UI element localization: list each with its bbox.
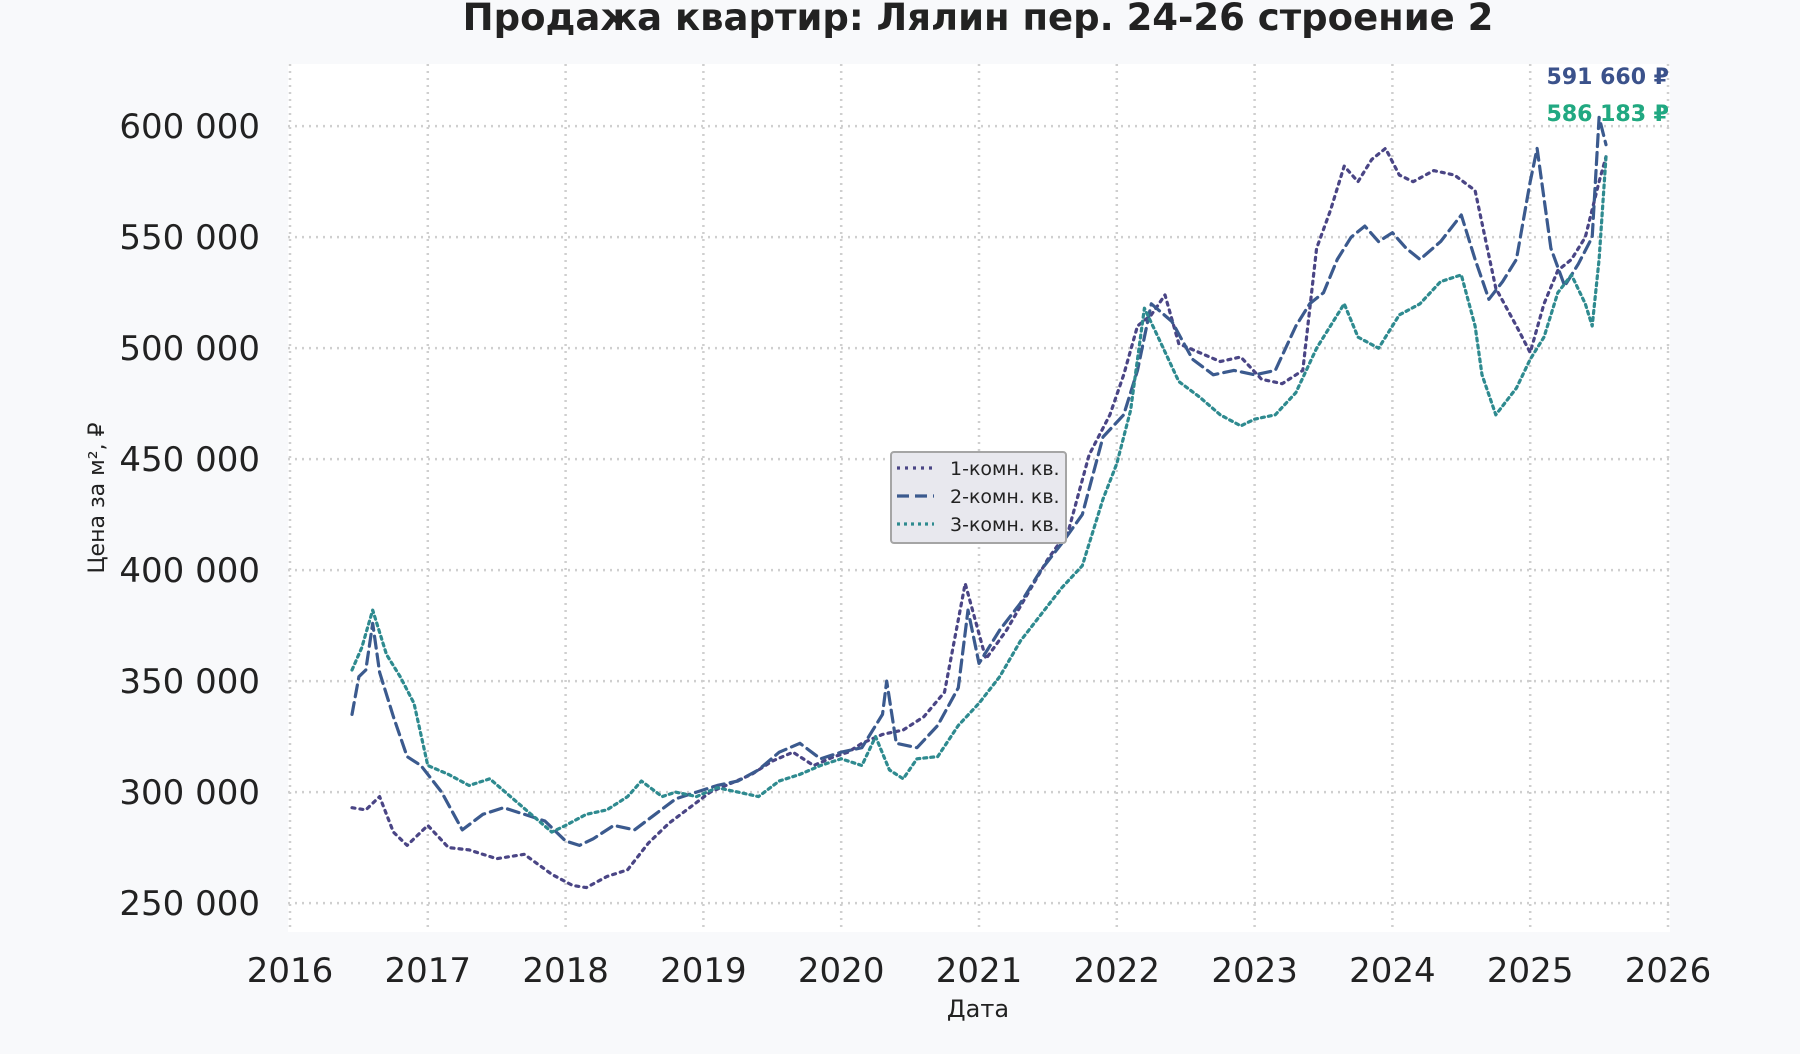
legend-label: 1-комн. кв. (950, 458, 1060, 480)
y-axis-label: Цена за м², ₽ (85, 422, 110, 573)
y-tick-label: 550 000 (119, 218, 260, 258)
y-tick-label: 350 000 (119, 662, 260, 702)
end-value-label: 591 660 ₽ (1547, 65, 1669, 90)
legend-label: 3-комн. кв. (950, 514, 1060, 536)
x-tick-label: 2024 (1349, 951, 1436, 991)
end-value-label: 586 183 ₽ (1547, 102, 1669, 127)
y-axis-ticks: 250 000 300 000 350 000 400 000 450 000 500 0… (119, 107, 260, 924)
end-value-labels: 591 660 ₽586 183 ₽586 183 ₽ (1547, 65, 1669, 127)
x-axis-label: Дата (947, 995, 1009, 1023)
x-tick-label: 2022 (1074, 951, 1161, 991)
y-tick-label: 400 000 (119, 551, 260, 591)
x-tick-label: 2018 (522, 951, 609, 991)
series-line-1 (350, 146, 1608, 890)
series-line-3 (350, 155, 1608, 834)
x-tick-label: 2020 (798, 951, 885, 991)
end-value-label: 586 183 ₽ (1547, 102, 1669, 127)
x-tick-label: 2021 (936, 951, 1023, 991)
chart-title: Продажа квартир: Лялин пер. 24-26 строен… (463, 0, 1494, 39)
x-tick-label: 2025 (1487, 951, 1574, 991)
legend: 1-комн. кв. 2-комн. кв. 3-комн. кв. (890, 451, 1067, 544)
y-tick-label: 500 000 (119, 329, 260, 369)
x-tick-label: 2019 (660, 951, 747, 991)
x-tick-label: 2023 (1211, 951, 1298, 991)
x-tick-label: 2017 (385, 951, 472, 991)
x-tick-label: 2026 (1625, 951, 1712, 991)
y-tick-label: 300 000 (119, 773, 260, 813)
series-lines (350, 115, 1608, 890)
x-tick-label: 2016 (247, 951, 334, 991)
x-axis-ticks: 2016 2017 2018 2019 2020 2021 2022 2023 2024 2025… (247, 951, 1712, 991)
legend-box (890, 451, 1067, 544)
y-tick-label: 250 000 (119, 884, 260, 924)
legend-label: 2-комн. кв. (950, 486, 1060, 508)
y-tick-label: 450 000 (119, 440, 260, 480)
series-line-2 (350, 115, 1608, 848)
y-tick-label: 600 000 (119, 107, 260, 147)
